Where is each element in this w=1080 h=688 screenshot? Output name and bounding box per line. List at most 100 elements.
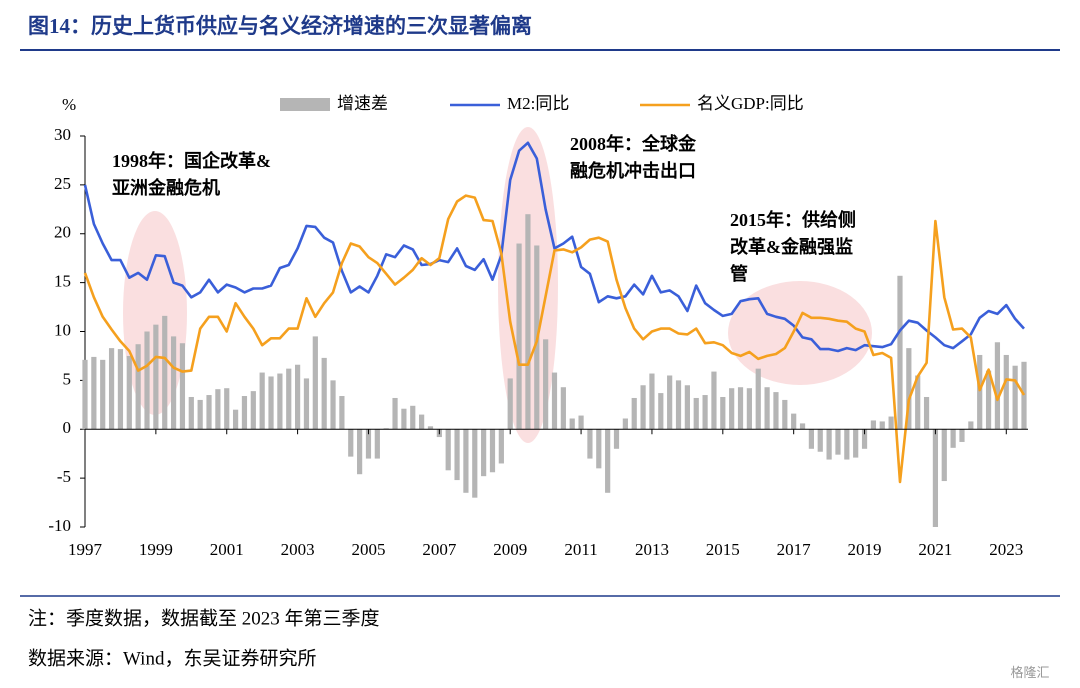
bar xyxy=(968,421,974,430)
annotation: 2015年：供给侧 xyxy=(730,209,856,230)
y-unit: % xyxy=(62,95,76,114)
bar xyxy=(170,336,177,430)
bar xyxy=(339,396,345,430)
bar xyxy=(312,336,318,430)
bar xyxy=(135,344,141,430)
bar xyxy=(667,375,673,430)
bar xyxy=(799,423,806,430)
bar xyxy=(915,375,921,430)
y-tick-label: 10 xyxy=(54,320,71,339)
bar xyxy=(91,356,97,430)
bar xyxy=(569,418,575,430)
bar xyxy=(144,331,150,430)
bar xyxy=(374,429,380,459)
bar xyxy=(959,429,965,442)
bar xyxy=(259,372,265,430)
x-tick-label: 2019 xyxy=(848,540,882,559)
bar xyxy=(1012,365,1018,430)
bar xyxy=(365,429,372,459)
bar xyxy=(932,429,939,527)
bar xyxy=(711,371,717,430)
x-tick-label: 2013 xyxy=(635,540,669,559)
bar xyxy=(392,397,398,430)
bar xyxy=(693,397,699,430)
bar xyxy=(755,368,761,430)
bar xyxy=(817,429,823,452)
watermark: 格隆汇 xyxy=(1010,665,1049,680)
bar xyxy=(906,348,912,430)
bar xyxy=(782,399,788,430)
bar xyxy=(675,380,682,430)
y-tick-label: 0 xyxy=(63,418,72,437)
bar xyxy=(729,388,735,430)
legend-swatch xyxy=(280,98,330,111)
annotation: 管 xyxy=(730,263,748,284)
y-tick-label: -5 xyxy=(57,467,71,486)
annotation: 2008年：全球金 xyxy=(570,133,697,154)
bar xyxy=(923,396,930,430)
bar xyxy=(897,275,903,430)
bar xyxy=(330,380,336,430)
bar xyxy=(197,399,203,430)
bar xyxy=(224,388,230,430)
x-tick-label: 2023 xyxy=(989,540,1023,559)
bar xyxy=(853,429,859,458)
bar xyxy=(596,429,602,469)
x-tick-label: 1997 xyxy=(68,540,103,559)
x-tick-label: 2017 xyxy=(777,540,812,559)
bar xyxy=(525,214,531,430)
bar xyxy=(1003,354,1009,430)
annotation: 融危机冲击出口 xyxy=(570,160,696,181)
line-series xyxy=(83,141,1025,353)
bar xyxy=(861,429,868,449)
bar xyxy=(764,387,770,430)
bar xyxy=(286,368,292,430)
bar xyxy=(295,364,301,430)
bar xyxy=(587,429,593,459)
bar xyxy=(737,387,744,430)
bar xyxy=(649,373,655,430)
y-tick-label: 15 xyxy=(54,272,71,291)
bar xyxy=(100,359,106,430)
bar xyxy=(454,429,460,481)
y-tick-label: 20 xyxy=(54,223,71,242)
note: 注：季度数据，数据截至 2023 年第三季度 xyxy=(28,607,380,629)
bar xyxy=(268,376,274,430)
x-tick-label: 2001 xyxy=(210,540,244,559)
x-tick-label: 2009 xyxy=(493,540,527,559)
bar xyxy=(658,393,664,430)
bar xyxy=(551,372,558,430)
bar xyxy=(277,373,283,430)
bar xyxy=(888,416,894,430)
bar xyxy=(605,429,611,493)
bar xyxy=(232,409,239,430)
annotation: 改革&金融强监 xyxy=(730,236,853,257)
bar xyxy=(419,414,425,430)
bar xyxy=(241,396,248,430)
bar xyxy=(826,429,832,460)
bar xyxy=(941,429,947,482)
bar xyxy=(108,348,115,430)
bar xyxy=(684,385,690,430)
bar xyxy=(82,359,88,430)
bar xyxy=(622,418,628,430)
chart-title: 图14：历史上货币供应与名义经济增速的三次显著偏离 xyxy=(28,14,532,38)
bar xyxy=(994,342,1001,430)
bar xyxy=(950,429,956,448)
note: 数据来源：Wind，东吴证券研究所 xyxy=(28,647,316,669)
bar xyxy=(507,378,513,430)
y-tick-label: 25 xyxy=(54,174,71,193)
bar xyxy=(321,357,327,430)
legend-label: 名义GDP:同比 xyxy=(697,94,804,113)
bar xyxy=(481,429,487,477)
y-tick-label: 30 xyxy=(54,125,71,144)
bar xyxy=(206,395,212,430)
x-tick-label: 2003 xyxy=(281,540,315,559)
bar xyxy=(844,429,850,460)
bar xyxy=(410,405,416,430)
bar xyxy=(640,385,646,430)
y-tick-label: 5 xyxy=(63,369,72,388)
bar xyxy=(188,396,194,430)
bar xyxy=(631,397,637,430)
bar xyxy=(977,354,983,430)
